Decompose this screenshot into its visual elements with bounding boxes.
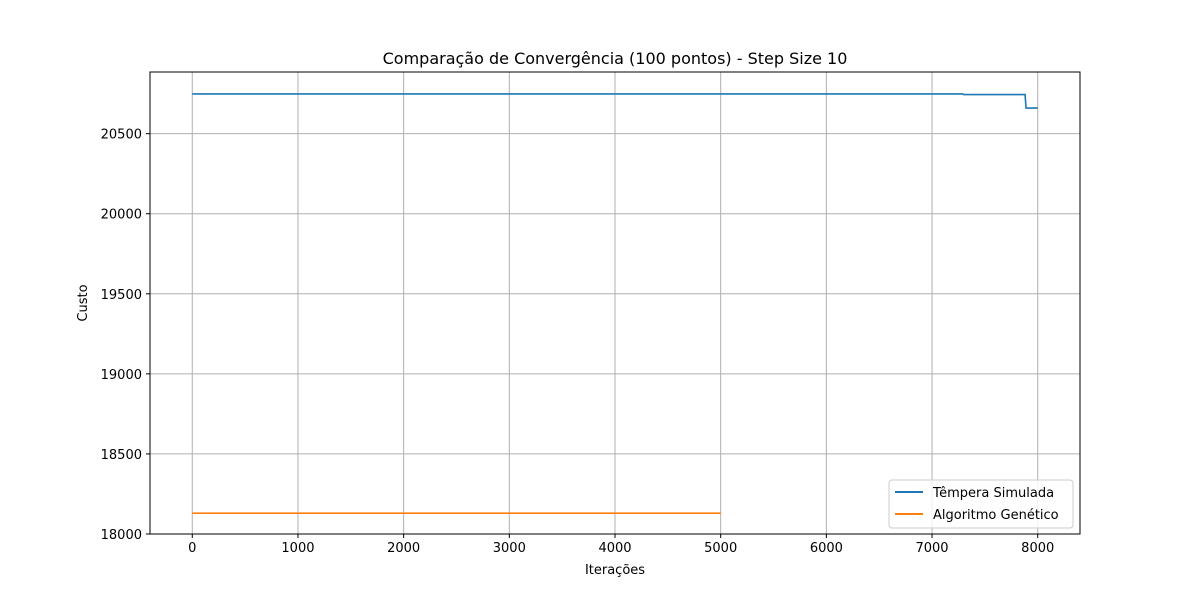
legend: Têmpera Simulada Algoritmo Genético <box>888 479 1074 529</box>
y-tick-label: 19000 <box>101 368 142 383</box>
x-axis-label: Iterações <box>585 563 645 578</box>
series-lines <box>192 93 1038 514</box>
y-tick-label: 20000 <box>101 208 142 223</box>
y-axis-ticks: 18000 18500 19000 19500 20000 20500 <box>101 128 150 543</box>
legend-label-genetico: Algoritmo Genético <box>933 508 1059 523</box>
x-tick-label: 7000 <box>915 541 948 556</box>
y-tick-label: 20500 <box>101 128 142 143</box>
x-tick-label: 0 <box>188 541 196 556</box>
legend-label-tempera: Têmpera Simulada <box>932 486 1054 501</box>
x-tick-label: 4000 <box>598 541 631 556</box>
x-tick-label: 6000 <box>810 541 843 556</box>
y-tick-label: 18500 <box>101 448 142 463</box>
x-tick-label: 3000 <box>493 541 526 556</box>
x-tick-label: 2000 <box>387 541 420 556</box>
legend-box <box>888 479 1074 529</box>
chart-title: Comparação de Convergência (100 pontos) … <box>383 49 848 68</box>
x-axis-ticks: 0 1000 2000 3000 4000 5000 6000 7000 8000 <box>188 534 1054 556</box>
x-tick-label: 8000 <box>1021 541 1054 556</box>
y-tick-label: 19500 <box>101 288 142 303</box>
y-tick-label: 18000 <box>101 528 142 543</box>
x-tick-label: 5000 <box>704 541 737 556</box>
y-axis-label: Custo <box>76 284 91 321</box>
series-line-0 <box>192 93 1038 109</box>
x-tick-label: 1000 <box>281 541 314 556</box>
